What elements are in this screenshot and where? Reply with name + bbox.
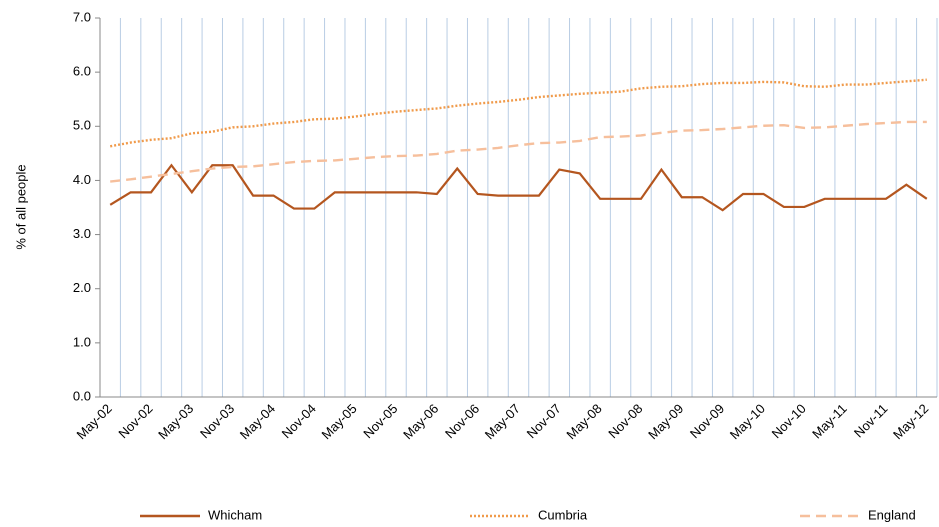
x-tick-label: May-06 <box>400 401 441 442</box>
y-tick-label: 0.0 <box>73 388 91 403</box>
x-tick-label: May-02 <box>73 401 114 442</box>
x-tick-label: May-05 <box>318 401 359 442</box>
x-tick-label: Nov-11 <box>851 401 891 441</box>
x-tick-label: May-07 <box>482 401 523 442</box>
y-tick-label: 7.0 <box>73 9 91 24</box>
y-tick-label: 2.0 <box>73 280 91 295</box>
x-tick-label: May-12 <box>890 401 931 442</box>
x-tick-label: May-04 <box>237 401 278 442</box>
y-tick-label: 4.0 <box>73 172 91 187</box>
x-tick-label: May-10 <box>727 401 768 442</box>
legend-label: England <box>868 507 916 522</box>
x-tick-label: Nov-09 <box>687 401 727 441</box>
x-tick-label: Nov-04 <box>279 401 319 441</box>
series-line <box>109 78 927 148</box>
x-tick-label: Nov-03 <box>197 401 237 441</box>
x-tick-label: Nov-10 <box>769 401 809 441</box>
legend-label: Whicham <box>208 507 262 522</box>
legend-label: Cumbria <box>538 507 588 522</box>
y-tick-label: 6.0 <box>73 64 91 79</box>
y-tick-label: 1.0 <box>73 334 91 349</box>
y-tick-label: 3.0 <box>73 226 91 241</box>
x-tick-label: Nov-02 <box>115 401 155 441</box>
y-tick-label: 5.0 <box>73 118 91 133</box>
x-tick-label: Nov-08 <box>605 401 645 441</box>
x-tick-label: Nov-07 <box>524 401 564 441</box>
y-axis-label: % of all people <box>13 164 28 249</box>
x-tick-label: May-08 <box>563 401 604 442</box>
series-line <box>109 163 928 212</box>
x-tick-label: May-11 <box>809 401 850 442</box>
series-line <box>110 120 927 183</box>
x-tick-label: May-09 <box>645 401 686 442</box>
x-tick-label: May-03 <box>155 401 196 442</box>
x-tick-label: Nov-05 <box>360 401 400 441</box>
x-tick-label: Nov-06 <box>442 401 482 441</box>
